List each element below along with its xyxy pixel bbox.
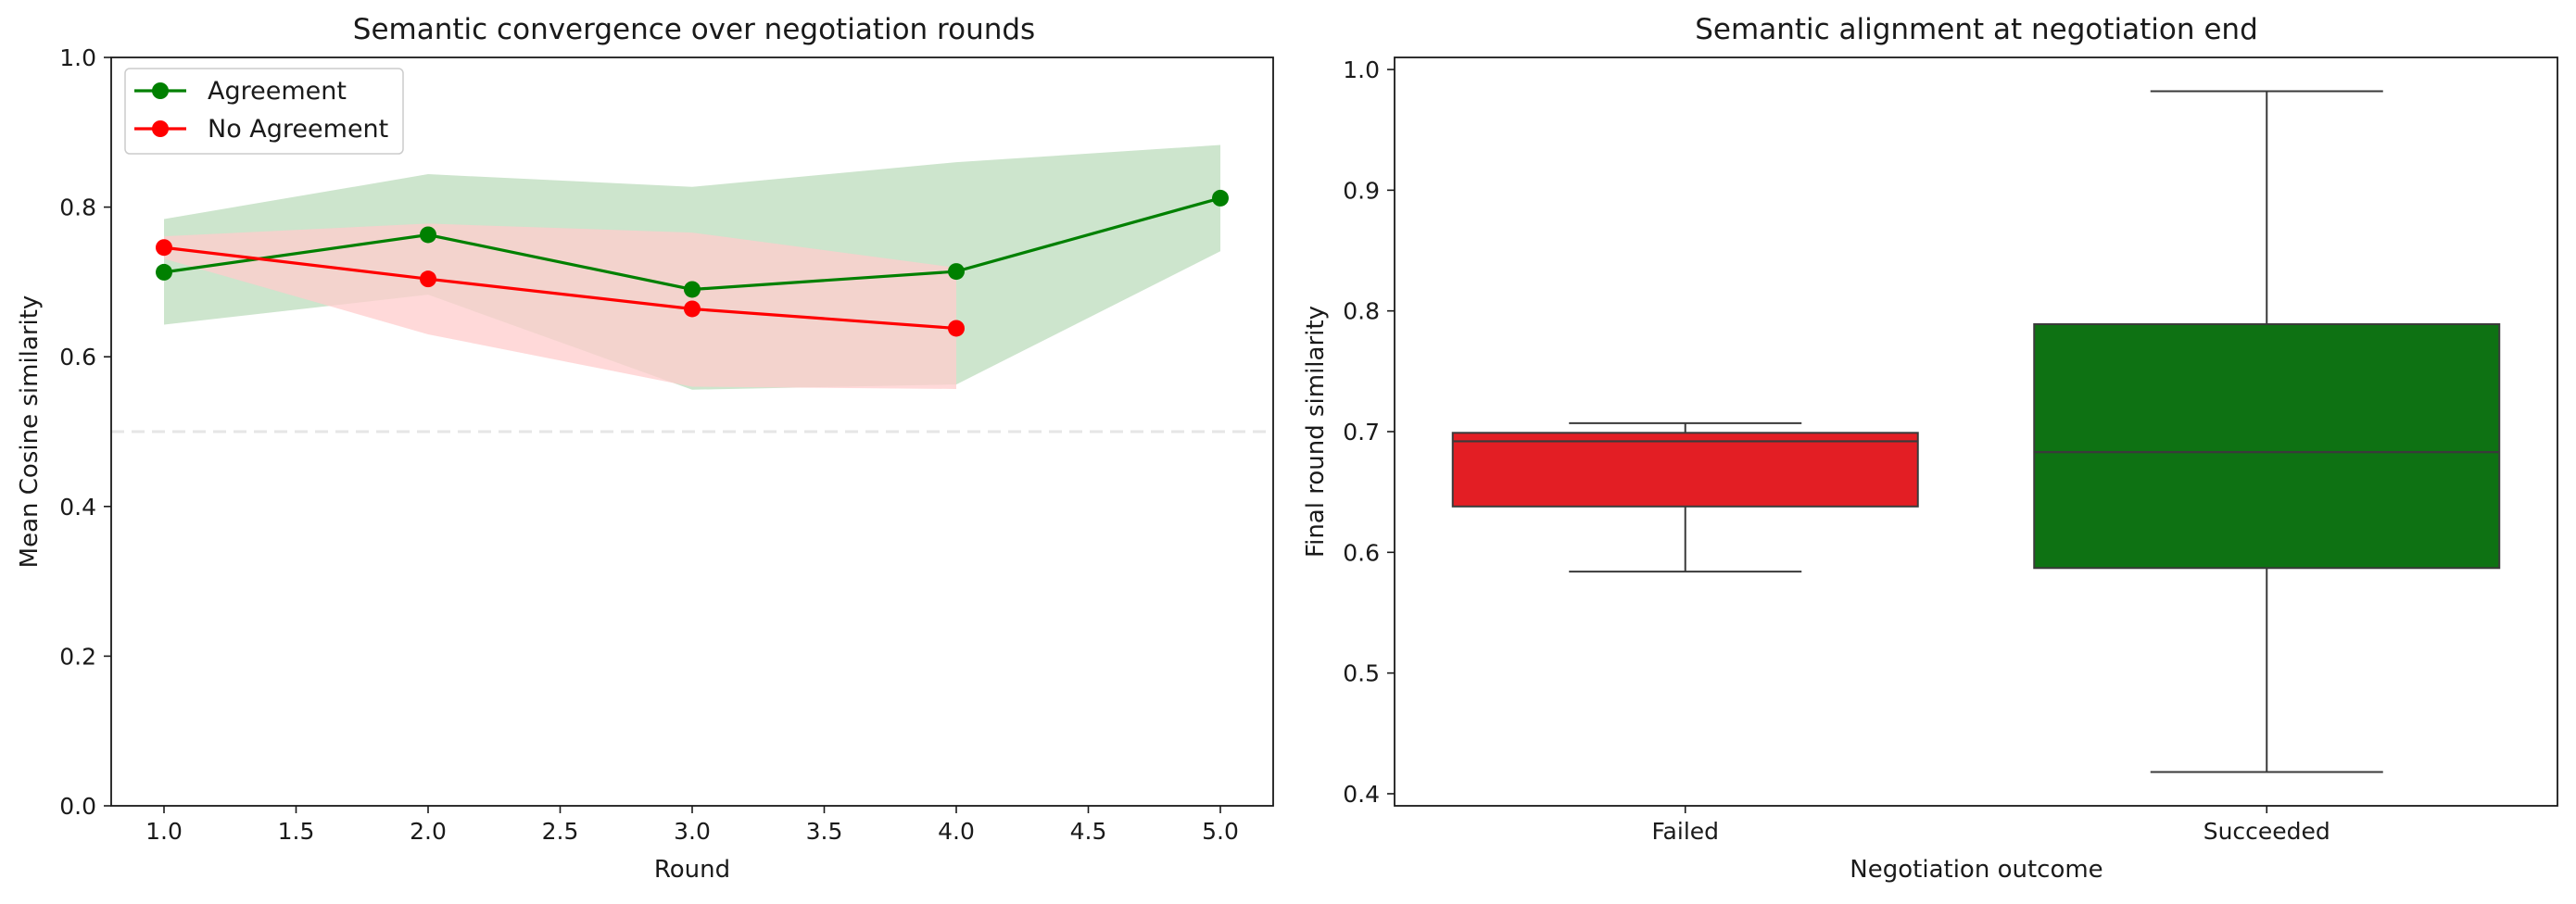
box-chart-x-label: Negotiation outcome [1850,856,2102,884]
line-chart-title: Semantic convergence over negotiation ro… [353,13,1035,46]
data-point-agreement [420,226,436,244]
y-tick-label: 0.5 [1343,660,1380,687]
box-chart-title: Semantic alignment at negotiation end [1695,13,2258,46]
y-tick-label: 0.6 [1343,539,1380,566]
x-tick-label: 3.0 [674,818,711,845]
data-point-agreement [684,281,701,298]
series-points [156,189,1229,337]
data-point-no-agreement [684,300,701,318]
y-tick-label: 0.8 [59,195,96,221]
box-chart: Semantic alignment at negotiation end Fa… [1302,13,2558,884]
legend-marker-no-agreement [152,120,169,137]
data-point-agreement [156,263,172,281]
legend-label-agreement: Agreement [208,77,347,106]
box-chart-y-label: Final round similarity [1302,306,1330,558]
x-tick-label: 4.5 [1070,818,1107,845]
box-succeeded [2033,323,2501,570]
line-chart: Semantic convergence over negotiation ro… [16,13,1274,884]
legend-frame [124,68,404,155]
line-chart-y-label: Mean Cosine similarity [16,295,44,569]
data-point-no-agreement [948,320,965,337]
confidence-band-no-agreement [164,223,956,389]
legend-marker-agreement [152,82,169,99]
y-tick-label: 1.0 [59,44,96,71]
legend-label-no-agreement: No Agreement [208,115,388,144]
x-tick-label: 3.5 [806,818,843,845]
data-point-no-agreement [156,239,172,257]
y-tick-label: 1.0 [1343,56,1380,83]
x-tick-label: 2.5 [542,818,579,845]
y-axis-ticks: 0.0 0.2 0.4 0.6 0.8 1.0 [59,44,111,820]
y-axis-ticks: 0.4 0.5 0.6 0.7 0.8 0.9 1.0 [1343,56,1395,808]
x-axis-ticks: Failed Succeeded [1651,806,2330,845]
box-failed [1451,432,1919,508]
data-point-agreement [1212,189,1229,207]
y-tick-label: 0.9 [1343,177,1380,204]
x-tick-label: 1.5 [278,818,315,845]
x-tick-label: 4.0 [938,818,975,845]
x-tick-label: Failed [1651,818,1719,845]
box-plots [1451,90,2501,773]
x-tick-label: 2.0 [410,818,447,845]
series-line-no-agreement [163,245,957,331]
legend-items: Agreement No Agreement [134,77,388,144]
line-chart-x-label: Round [654,856,730,884]
x-tick-label: Succeeded [2203,818,2330,845]
y-tick-label: 0.2 [59,643,96,670]
y-tick-label: 0.0 [59,793,96,820]
x-tick-label: 1.0 [145,818,183,845]
y-tick-label: 0.7 [1343,419,1380,446]
y-tick-label: 0.4 [1343,781,1380,808]
x-tick-label: 5.0 [1202,818,1239,845]
x-axis-ticks: 1.0 1.5 2.0 2.5 3.0 3.5 4.0 4.5 5.0 [145,806,1239,845]
legend: Agreement No Agreement [124,68,404,155]
y-tick-label: 0.8 [1343,298,1380,325]
data-point-no-agreement [420,270,436,288]
data-point-agreement [948,263,965,281]
y-tick-label: 0.6 [59,344,96,370]
y-tick-label: 0.4 [59,494,96,521]
